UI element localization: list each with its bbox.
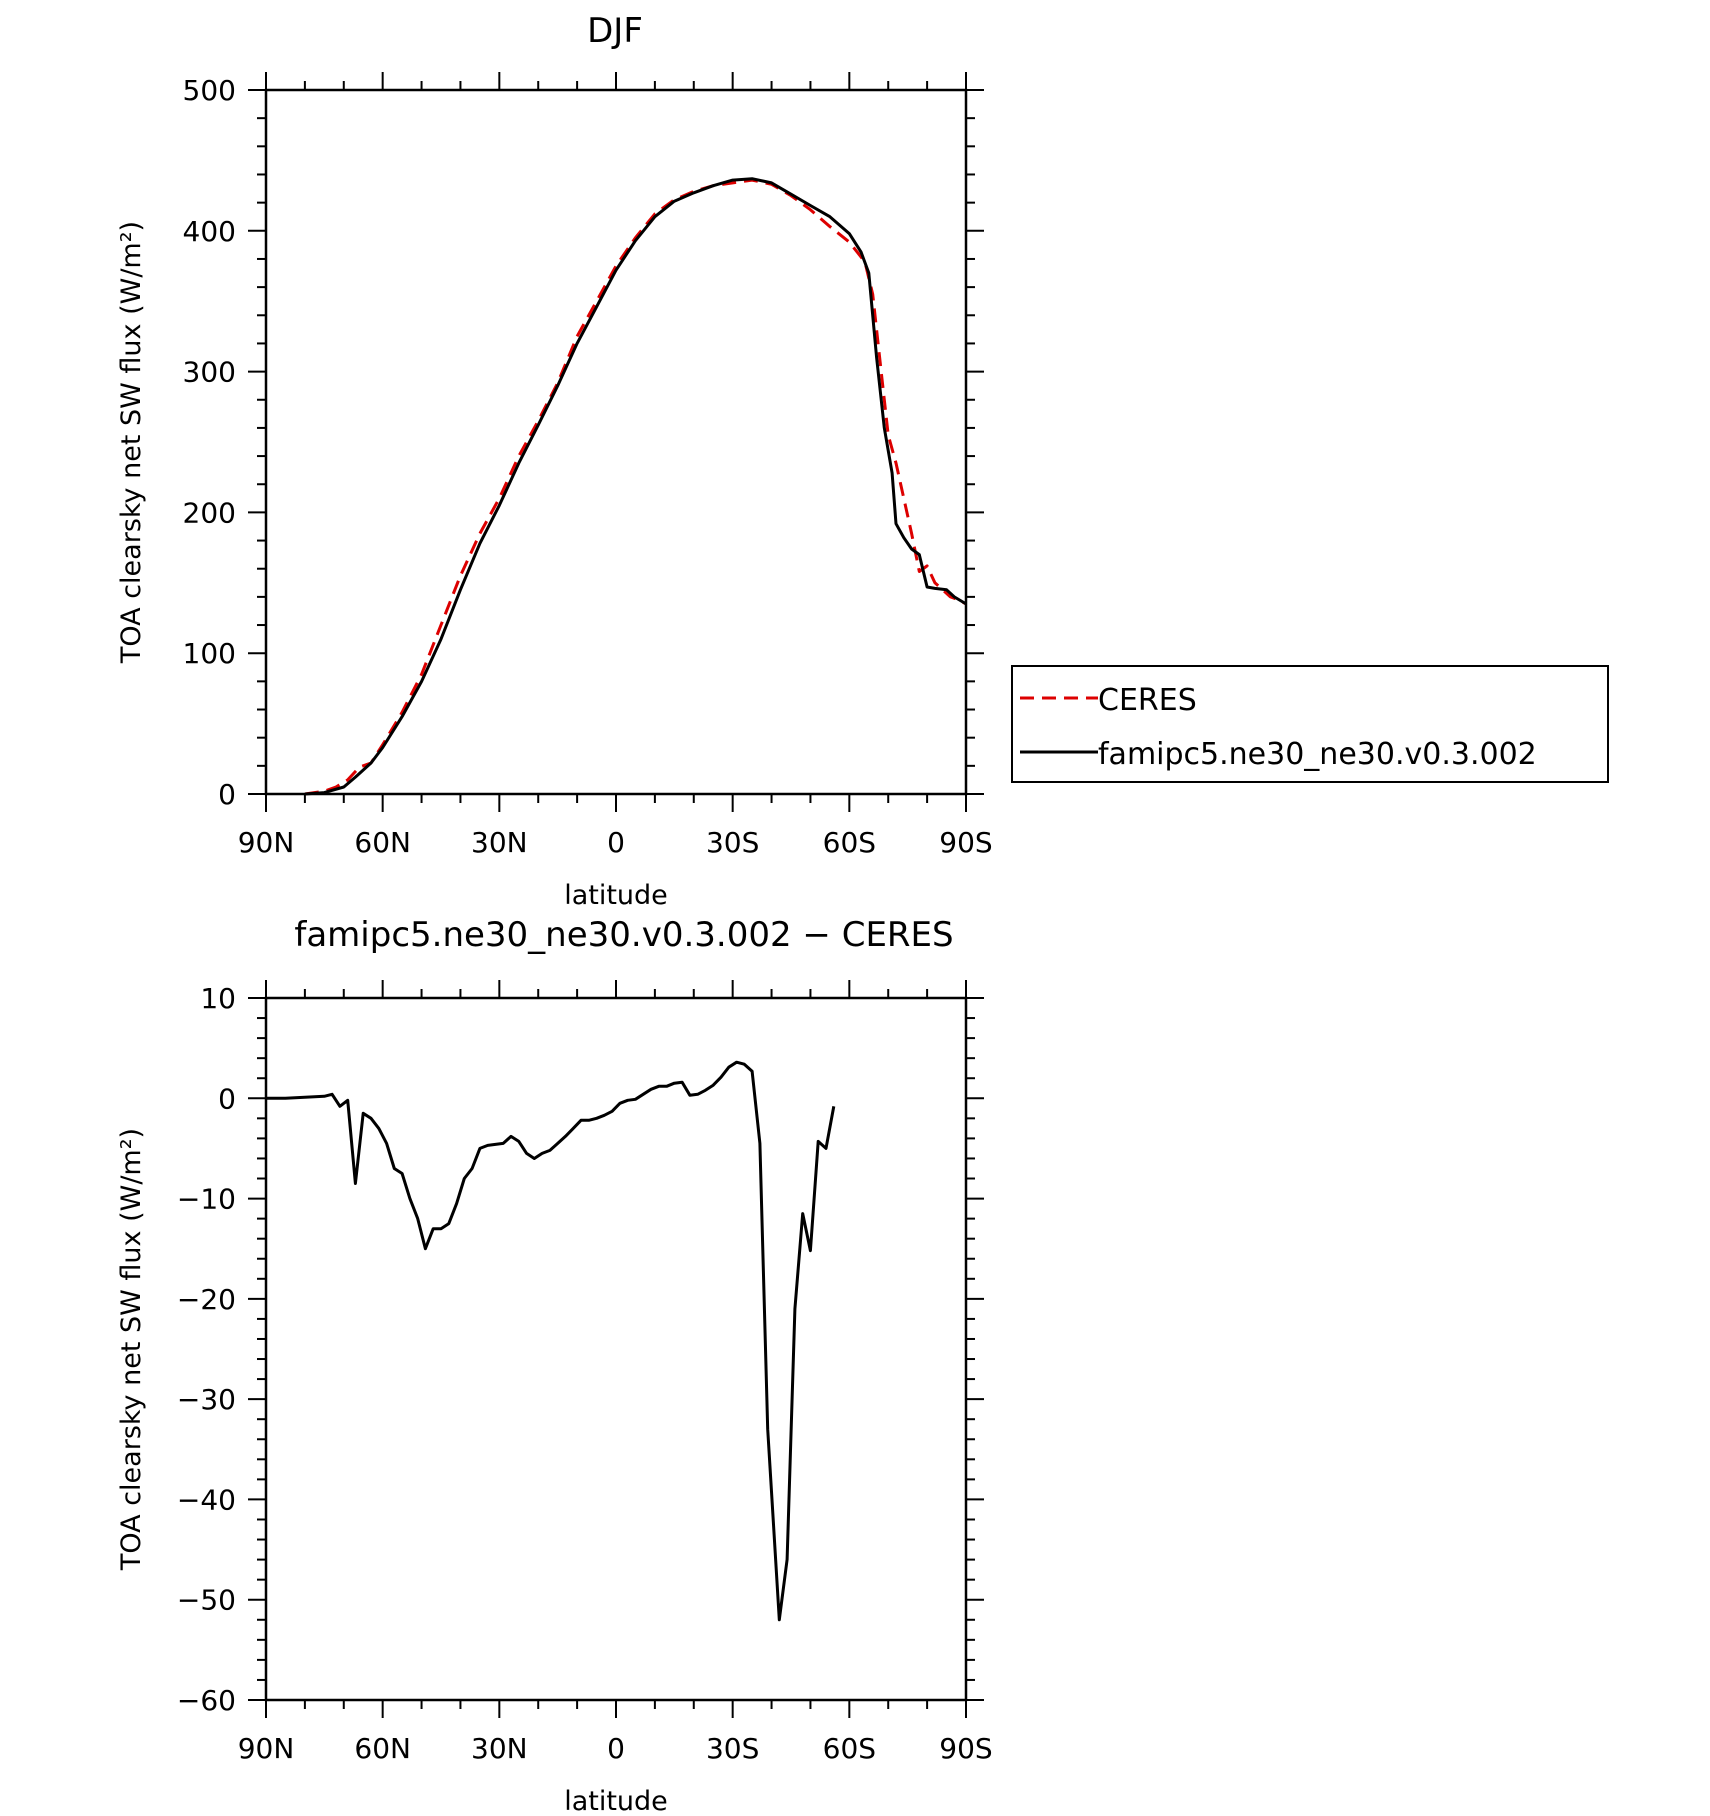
legend: CERES famipc5.ne30_ne30.v0.3.002	[1011, 665, 1609, 783]
top-x-tick-label: 90S	[939, 826, 992, 859]
bottom-x-tick-label: 60N	[354, 1732, 411, 1765]
legend-model-label: famipc5.ne30_ne30.v0.3.002	[1098, 737, 1537, 772]
bottom-panel: famipc5.ne30_ne30.v0.3.002 − CERES 10 0 −1…	[116, 915, 993, 1816]
top-series-line-ceres	[304, 178, 967, 796]
top-x-tick-label: 90N	[238, 826, 295, 859]
top-panel: DJF 0 100 200 300 400 500 90N 60N 30N 0 30S 60S 90S…	[116, 11, 1609, 911]
top-x-tick-label: 30N	[471, 826, 528, 859]
top-chart-title: DJF	[587, 11, 643, 51]
bottom-y-tick-label: −30	[177, 1383, 236, 1416]
top-y-tick-label: 200	[183, 496, 236, 529]
bottom-x-tick-label: 30S	[706, 1732, 759, 1765]
bottom-plot-frame	[264, 996, 968, 1702]
top-x-tick-label: 60S	[823, 826, 876, 859]
top-y-tick-label: 300	[183, 356, 236, 389]
bottom-chart-ticks	[248, 980, 984, 1718]
bottom-y-tick-labels: 10 0 −10 −20 −30 −40 −50 −60	[177, 982, 236, 1717]
top-series-line-model	[304, 177, 967, 796]
bottom-x-tick-label: 30N	[471, 1732, 528, 1765]
bottom-x-tick-label: 90N	[238, 1732, 295, 1765]
legend-ceres-label: CERES	[1098, 683, 1197, 718]
top-x-tick-label: 60N	[354, 826, 411, 859]
top-y-tick-label: 100	[183, 637, 236, 670]
bottom-x-tick-label: 90S	[939, 1732, 992, 1765]
bottom-y-tick-label: 0	[218, 1082, 236, 1115]
bottom-chart-title: famipc5.ne30_ne30.v0.3.002 − CERES	[294, 915, 953, 955]
top-x-axis-label: latitude	[564, 880, 668, 911]
bottom-y-tick-label: −20	[177, 1283, 236, 1316]
top-x-tick-label: 0	[607, 826, 625, 859]
top-chart-ticks	[248, 72, 984, 812]
top-y-tick-label: 0	[218, 778, 236, 811]
legend-box	[1011, 665, 1609, 783]
top-y-tick-label: 400	[183, 215, 236, 248]
bottom-series-line-model	[266, 1060, 836, 1622]
bottom-chart-series	[266, 1060, 836, 1622]
bottom-x-axis-label: latitude	[564, 1786, 668, 1816]
bottom-y-axis-label: TOA clearsky net SW flux (W/m²)	[116, 1128, 147, 1571]
top-plot-frame	[264, 88, 968, 796]
bottom-x-tick-label: 60S	[823, 1732, 876, 1765]
top-y-axis-label: TOA clearsky net SW flux (W/m²)	[116, 221, 147, 664]
top-y-tick-labels: 0 100 200 300 400 500	[183, 74, 236, 811]
bottom-y-tick-label: −40	[177, 1483, 236, 1516]
bottom-y-tick-label: 10	[200, 982, 236, 1015]
bottom-y-tick-label: −50	[177, 1584, 236, 1617]
bottom-y-tick-label: −60	[177, 1684, 236, 1717]
top-x-tick-label: 30S	[706, 826, 759, 859]
bottom-x-tick-label: 0	[607, 1732, 625, 1765]
top-y-tick-label: 500	[183, 74, 236, 107]
bottom-y-tick-label: −10	[177, 1183, 236, 1216]
top-chart-series	[304, 177, 967, 796]
top-x-tick-labels: 90N 60N 30N 0 30S 60S 90S	[238, 826, 993, 859]
bottom-x-tick-labels: 90N 60N 30N 0 30S 60S 90S	[238, 1732, 993, 1765]
